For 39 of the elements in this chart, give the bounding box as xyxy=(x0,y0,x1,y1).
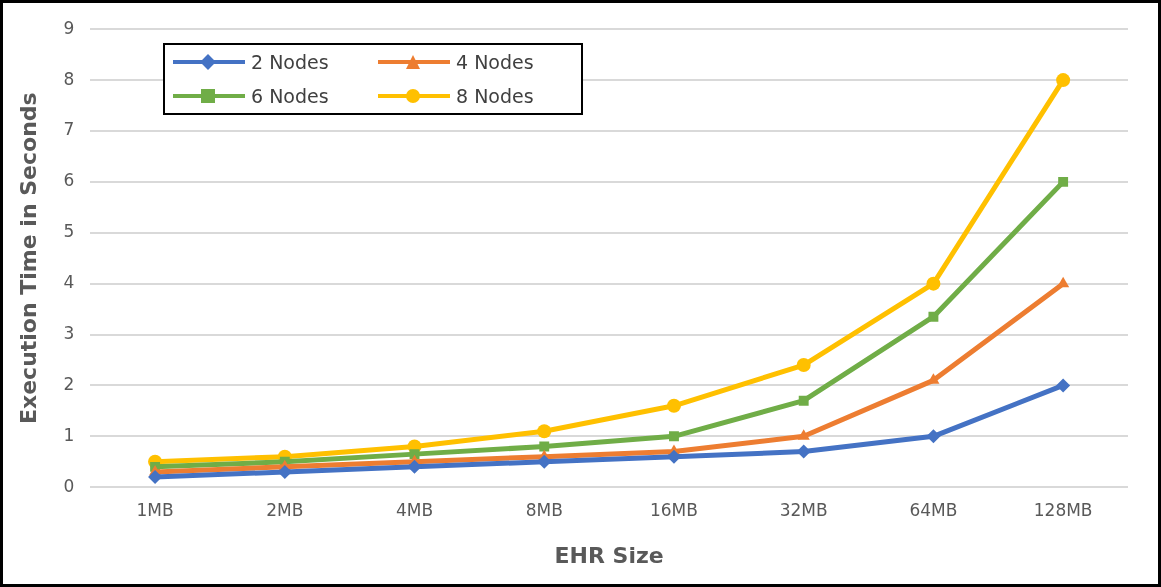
legend-label: 6 Nodes xyxy=(251,85,329,107)
x-tick-label: 4MB xyxy=(395,499,434,520)
point xyxy=(1057,276,1070,288)
point xyxy=(539,441,550,452)
point xyxy=(798,395,809,406)
legend-label: 2 Nodes xyxy=(251,51,329,73)
point xyxy=(796,444,811,459)
point xyxy=(1058,176,1069,187)
y-tick-label: 2 xyxy=(63,373,75,394)
x-tick-label: 128MB xyxy=(1033,499,1093,520)
x-tick-label: 2MB xyxy=(266,499,304,520)
point xyxy=(926,276,941,291)
x-tick-label: 16MB xyxy=(649,499,698,520)
point xyxy=(537,424,552,439)
point xyxy=(1056,378,1071,393)
point xyxy=(928,311,939,322)
point xyxy=(797,429,810,440)
y-axis-title: Execution Time in Seconds xyxy=(15,92,41,425)
point xyxy=(669,431,679,442)
point xyxy=(796,358,811,373)
x-axis-title: EHR Size xyxy=(554,542,664,568)
y-tick-label: 5 xyxy=(63,221,75,242)
point xyxy=(1056,73,1071,88)
y-tick-label: 4 xyxy=(63,272,75,293)
legend-label: 4 Nodes xyxy=(456,51,534,73)
x-tick-label: 1MB xyxy=(136,499,174,520)
y-tick-label: 0 xyxy=(63,475,75,496)
y-tick-label: 9 xyxy=(63,17,75,38)
y-tick-label: 1 xyxy=(63,424,75,445)
x-tick-label: 8MB xyxy=(525,499,563,520)
y-tick-label: 6 xyxy=(63,170,75,191)
y-tick-label: 3 xyxy=(63,322,75,343)
point xyxy=(926,429,941,444)
y-tick-label: 8 xyxy=(63,68,75,89)
x-tick-label: 32MB xyxy=(779,499,828,520)
legend-label: 8 Nodes xyxy=(456,85,534,107)
y-tick-label: 7 xyxy=(63,119,75,140)
x-tick-label: 64MB xyxy=(909,499,958,520)
point xyxy=(666,398,681,413)
